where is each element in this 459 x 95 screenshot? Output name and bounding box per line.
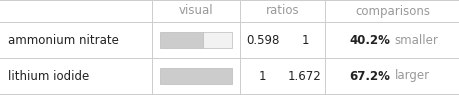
Text: larger: larger xyxy=(394,70,429,82)
Text: 1.672: 1.672 xyxy=(287,70,321,82)
Text: smaller: smaller xyxy=(394,34,437,46)
Text: visual: visual xyxy=(178,4,213,17)
Text: 1: 1 xyxy=(301,34,308,46)
Text: ratios: ratios xyxy=(265,4,299,17)
Text: 40.2%: 40.2% xyxy=(349,34,390,46)
Text: 1: 1 xyxy=(258,70,266,82)
Bar xyxy=(202,32,231,48)
Bar xyxy=(160,32,202,48)
Text: ammonium nitrate: ammonium nitrate xyxy=(8,34,118,46)
Text: lithium iodide: lithium iodide xyxy=(8,70,89,82)
Text: 67.2%: 67.2% xyxy=(349,70,390,82)
Text: 0.598: 0.598 xyxy=(245,34,279,46)
Text: comparisons: comparisons xyxy=(354,4,429,17)
Bar xyxy=(160,68,231,84)
